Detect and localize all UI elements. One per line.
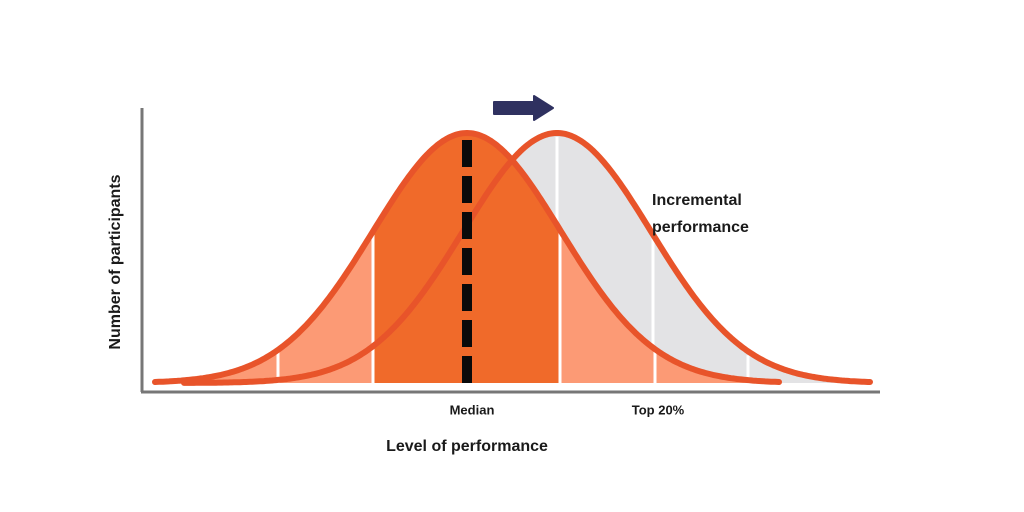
shifted-distribution-curve	[181, 130, 873, 386]
annotation-line-1: Incremental	[652, 192, 742, 209]
right-arrow-icon	[493, 95, 554, 121]
baseline-distribution-curve	[152, 130, 782, 385]
y-axis-label: Number of participants	[107, 174, 124, 350]
median-label: Median	[449, 402, 495, 418]
incremental-performance-annotation: Incremental performance	[652, 187, 749, 241]
annotation-line-2: performance	[652, 219, 749, 236]
top-20-percent-label: Top 20%	[631, 402, 685, 418]
x-axis-label: Level of performance	[386, 438, 548, 455]
